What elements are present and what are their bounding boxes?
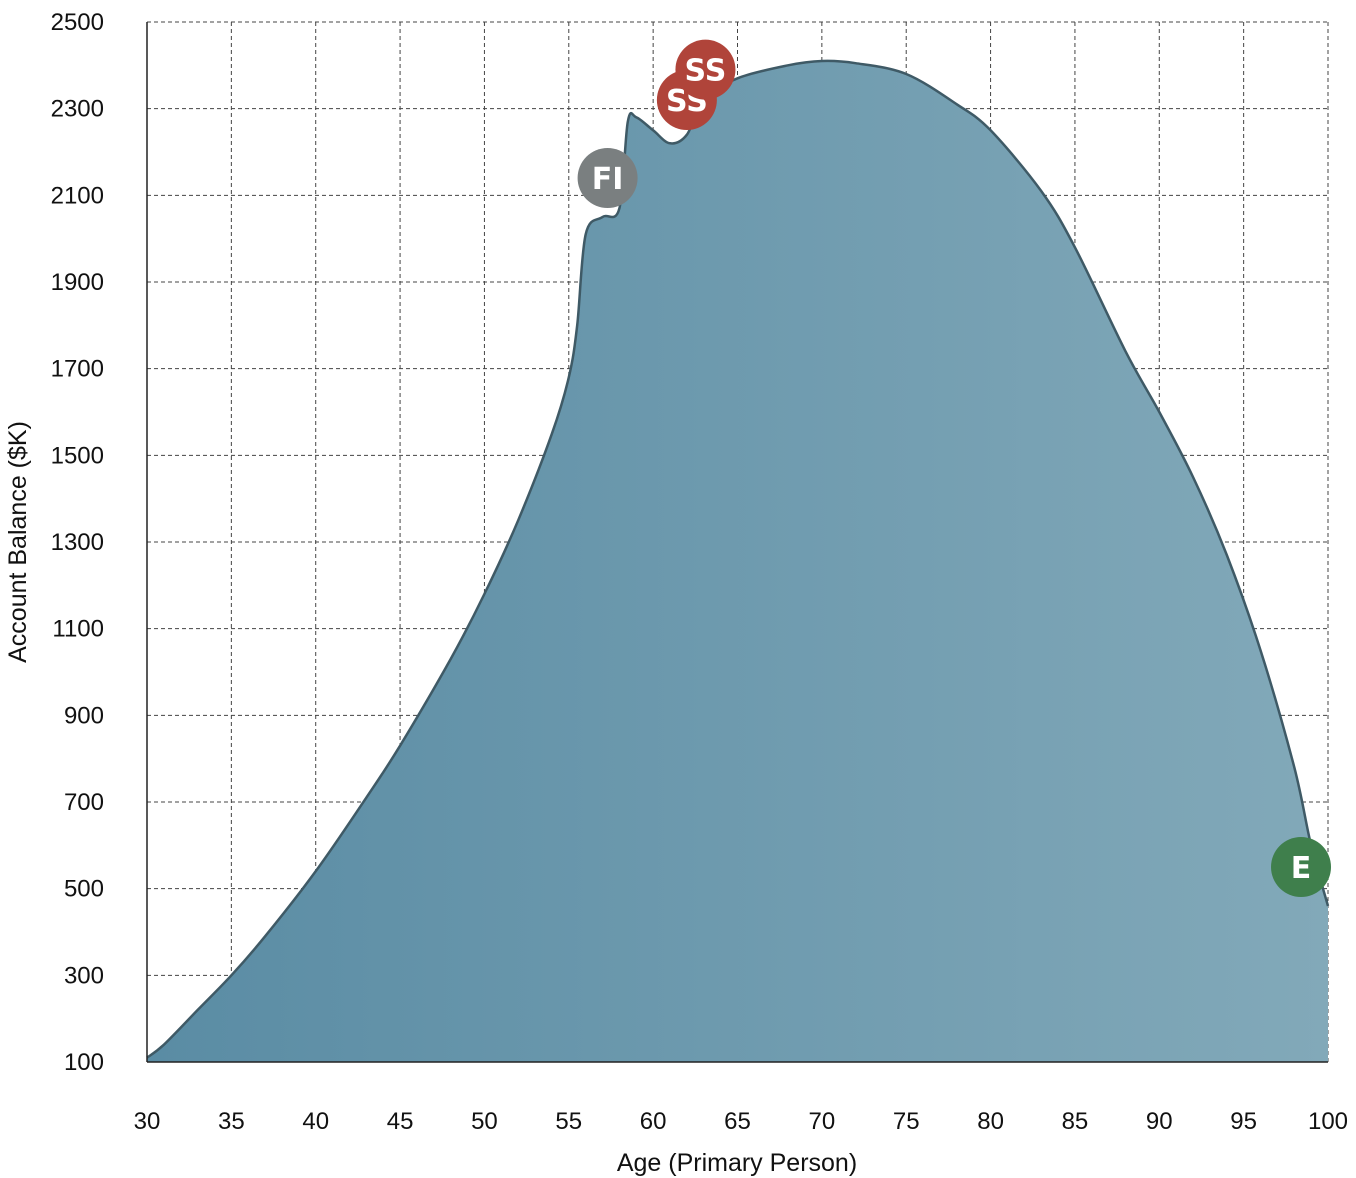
y-axis-label: Account Balance ($K) (4, 421, 32, 663)
marker-ss: SS (675, 39, 736, 100)
axes (146, 22, 1328, 1063)
x-tick-label: 35 (218, 1108, 245, 1135)
x-tick-label: 55 (555, 1108, 582, 1135)
balance-line (146, 59, 1330, 1059)
balance-area (147, 60, 1328, 1063)
y-tick-label: 900 (64, 702, 104, 729)
y-axis-ticks: 100 300 500 700 900 1100 1300 1500 1700 1900 2100 2… (51, 9, 104, 1076)
x-tick-label: 60 (640, 1108, 667, 1135)
x-tick-label: 95 (1230, 1108, 1257, 1135)
y-tick-label: 700 (64, 789, 104, 816)
y-tick-label: 1900 (51, 269, 104, 296)
marker-label: SS (685, 54, 727, 89)
x-axis-label: Age (Primary Person) (617, 1149, 857, 1177)
y-tick-label: 2300 (51, 96, 104, 123)
marker-label: E (1291, 851, 1312, 886)
y-tick-label: 300 (64, 962, 104, 989)
marker-fi: FI (577, 148, 638, 208)
y-tick-label: 2500 (51, 9, 104, 36)
x-tick-label: 75 (893, 1108, 920, 1135)
x-tick-label: 90 (1146, 1108, 1173, 1135)
marker-circle (1271, 837, 1332, 897)
marker-e: E (1271, 837, 1332, 897)
x-axis-ticks: 30 35 40 45 50 55 60 65 70 75 80 85 90 95 100 (134, 1108, 1348, 1135)
y-tick-label: 500 (64, 876, 104, 903)
x-tick-label: 40 (302, 1108, 329, 1135)
marker-label: FI (592, 162, 624, 197)
x-tick-label: 100 (1308, 1108, 1348, 1135)
x-tick-label: 30 (134, 1108, 161, 1135)
marker-circle (675, 39, 736, 100)
y-tick-label: 2100 (51, 182, 104, 209)
x-tick-label: 80 (977, 1108, 1004, 1135)
x-tick-label: 70 (809, 1108, 836, 1135)
y-tick-label: 1700 (51, 356, 104, 383)
x-tick-label: 50 (471, 1108, 498, 1135)
y-tick-label: 100 (64, 1049, 104, 1076)
x-tick-label: 45 (387, 1108, 414, 1135)
x-tick-label: 85 (1062, 1108, 1089, 1135)
y-tick-label: 1500 (51, 442, 104, 469)
y-tick-label: 1300 (51, 529, 104, 556)
x-tick-label: 65 (724, 1108, 751, 1135)
marker-circle (577, 148, 638, 208)
y-tick-label: 1100 (52, 616, 104, 643)
